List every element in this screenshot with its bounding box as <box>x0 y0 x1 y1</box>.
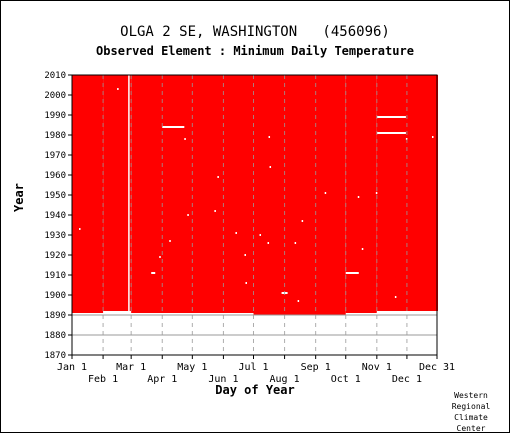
y-tick-label: 1980 <box>44 131 66 141</box>
missing-data-mark <box>235 232 237 234</box>
y-tick-label: 1890 <box>44 311 66 321</box>
x-tick-label: Apr 1 <box>147 374 177 385</box>
x-tick-label: Oct 1 <box>331 374 361 385</box>
x-tick-label: Dec 1 <box>392 374 422 385</box>
missing-data-mark <box>357 196 360 198</box>
missing-data-mark <box>128 74 130 314</box>
plot-border <box>71 74 438 356</box>
credit-block: Western Regional Climate Center <box>446 390 496 434</box>
chart-title: OLGA 2 SE, WASHINGTON (456096) <box>120 24 390 40</box>
x-tick-label: Mar 1 <box>116 362 146 373</box>
missing-data-mark <box>244 254 246 256</box>
missing-data-mark <box>269 166 272 168</box>
missing-data-mark <box>169 240 171 242</box>
missing-data-mark <box>184 138 186 140</box>
x-tick-label: Sep 1 <box>301 362 331 373</box>
y-axis-label: Year <box>12 183 26 212</box>
missing-data-mark <box>162 126 185 128</box>
missing-data-mark <box>268 136 271 138</box>
credit-line: Western <box>454 391 488 400</box>
credit-line: Regional <box>451 402 491 411</box>
y-tick-label: 2010 <box>44 71 66 81</box>
missing-data-mark <box>345 272 359 274</box>
missing-data-mark <box>376 132 406 134</box>
missing-data-mark <box>259 234 262 236</box>
missing-data-mark <box>376 312 437 314</box>
data-present-block <box>345 75 377 313</box>
y-tick-label: 1910 <box>44 271 66 281</box>
data-present-block <box>376 75 439 311</box>
missing-data-mark <box>117 88 119 90</box>
x-tick-label: Jun 1 <box>208 374 238 385</box>
missing-data-mark <box>267 242 270 244</box>
data-present-block <box>72 75 104 313</box>
missing-data-mark <box>151 272 156 274</box>
missing-data-mark <box>245 282 247 284</box>
x-tick-label: Dec 31 <box>419 362 455 373</box>
missing-data-mark <box>324 192 327 194</box>
data-present-block <box>103 75 132 311</box>
credit-line: Climate <box>454 413 488 422</box>
x-tick-label: Jan 1 <box>57 362 87 373</box>
missing-data-mark <box>297 300 300 302</box>
missing-data-mark <box>361 248 364 250</box>
missing-data-mark <box>375 192 378 194</box>
data-present-block <box>253 75 346 315</box>
x-tick-label: May 1 <box>177 362 207 373</box>
missing-data-mark <box>217 176 219 178</box>
credit-line: Center <box>456 424 486 433</box>
x-axis-label: Day of Year <box>215 383 295 397</box>
x-tick-label: Jul 1 <box>238 362 268 373</box>
chart-subtitle: Observed Element : Minimum Daily Tempera… <box>96 44 414 58</box>
missing-data-mark <box>214 210 216 212</box>
x-tick-label: Nov 1 <box>362 362 392 373</box>
missing-data-mark <box>159 256 161 258</box>
missing-data-mark <box>394 296 397 298</box>
y-tick-label: 1970 <box>44 151 66 161</box>
y-tick-label: 1940 <box>44 211 66 221</box>
missing-data-mark <box>187 214 189 216</box>
y-tick-label: 1870 <box>44 351 66 361</box>
y-tick-label: 2000 <box>44 91 66 101</box>
y-tick-label: 1900 <box>44 291 66 301</box>
missing-data-mark <box>79 228 81 230</box>
x-tick-label: Aug 1 <box>270 374 300 385</box>
x-tick-label: Feb 1 <box>88 374 118 385</box>
missing-data-mark <box>294 242 297 244</box>
missing-data-mark <box>301 220 304 222</box>
y-tick-label: 1960 <box>44 171 66 181</box>
y-tick-label: 1920 <box>44 251 66 261</box>
y-tick-label: 1950 <box>44 191 66 201</box>
missing-data-mark <box>376 116 406 118</box>
y-tick-label: 1990 <box>44 111 66 121</box>
y-tick-label: 1880 <box>44 331 66 341</box>
y-tick-label: 1930 <box>44 231 66 241</box>
missing-data-mark <box>431 136 434 138</box>
